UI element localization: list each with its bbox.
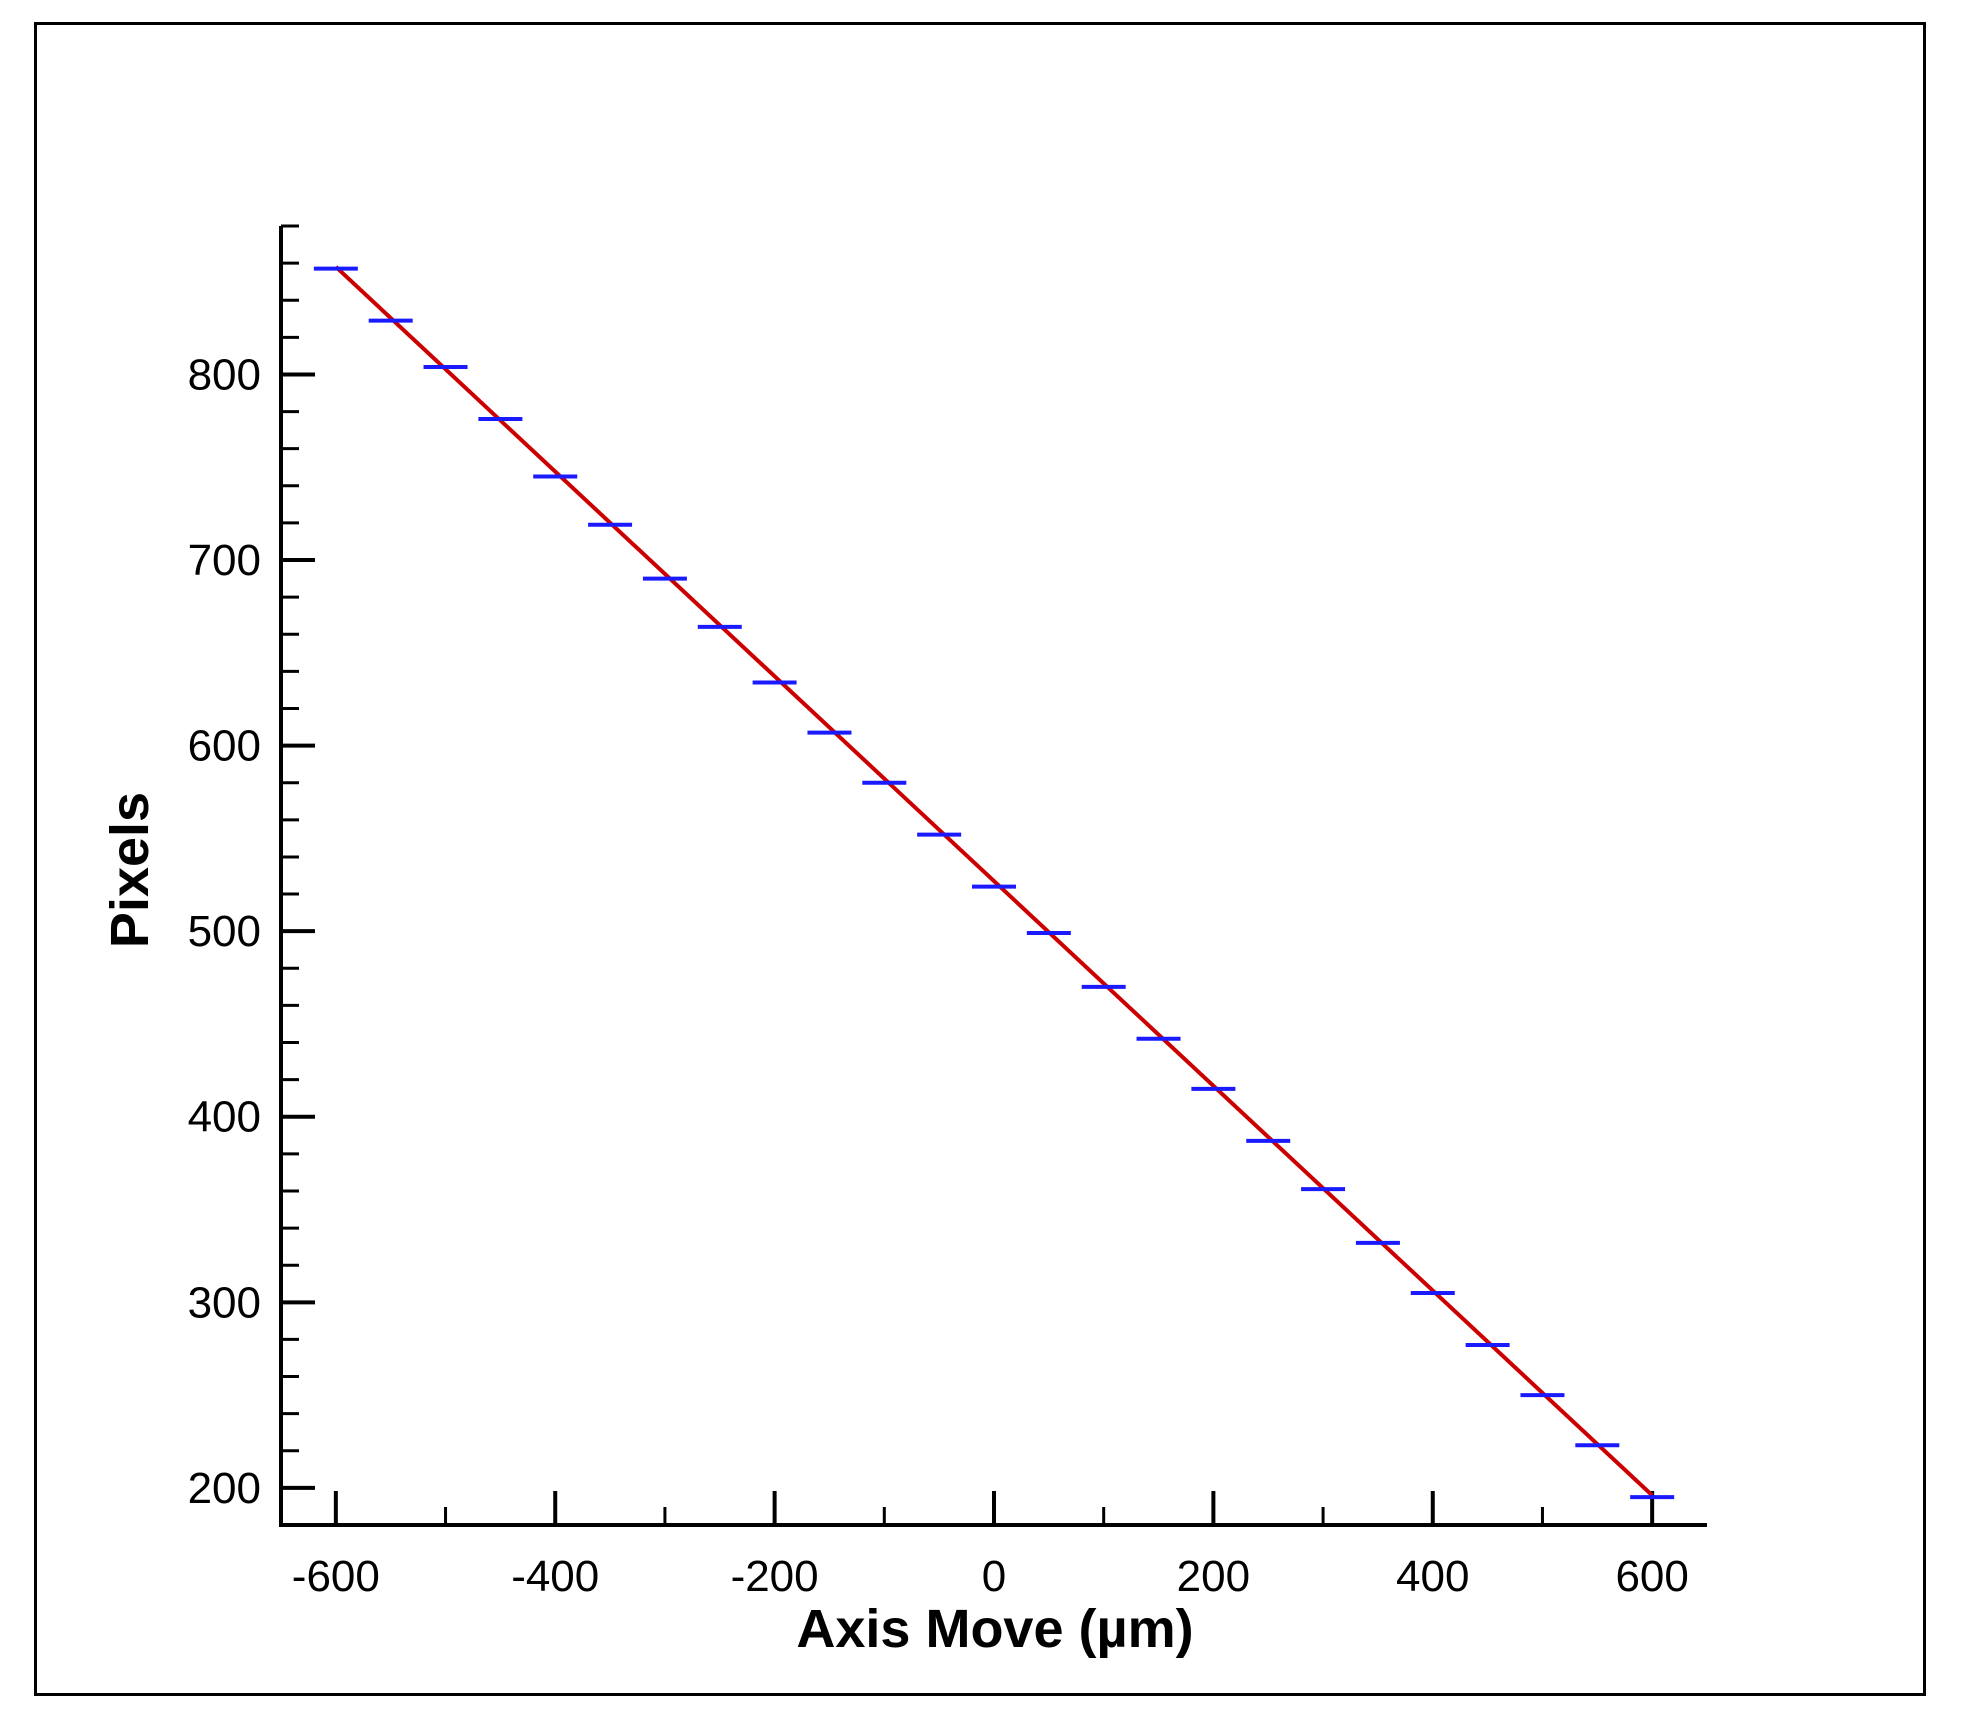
x-axis-label: Axis Move (µm) (796, 1599, 1193, 1659)
x-tick-label: -600 (292, 1552, 380, 1601)
x-axis-ticks: -600 -400 -200 0 200 400 600 (292, 1491, 1689, 1601)
y-tick-label: 400 (188, 1093, 261, 1142)
y-axis-label: Pixels (100, 792, 160, 948)
y-axis-ticks: 200 300 400 500 600 700 800 (188, 224, 315, 1513)
figure-frame (34, 22, 1926, 1696)
x-tick-label: 200 (1177, 1552, 1250, 1601)
x-tick-label: -400 (511, 1552, 599, 1601)
x-tick-label: 600 (1615, 1552, 1688, 1601)
y-tick-label: 300 (188, 1278, 261, 1327)
fit-line (334, 265, 1654, 1497)
x-tick-label: 400 (1396, 1552, 1469, 1601)
y-tick-label: 500 (188, 907, 261, 956)
x-tick-label: -200 (731, 1552, 819, 1601)
y-tick-label: 600 (188, 722, 261, 771)
y-tick-label: 800 (188, 350, 261, 399)
y-tick-label: 200 (188, 1464, 261, 1513)
x-tick-label: 0 (982, 1552, 1006, 1601)
fit-line-layer (334, 265, 1654, 1497)
data-points (313, 266, 1675, 1500)
y-tick-label: 700 (188, 536, 261, 585)
